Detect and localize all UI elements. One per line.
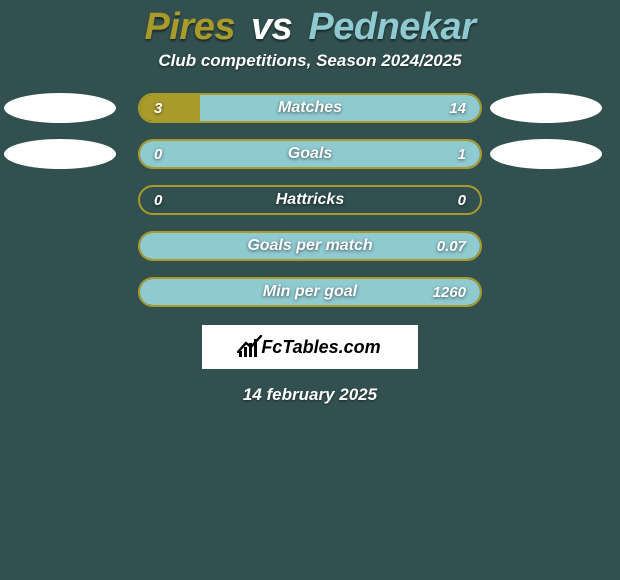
stat-bar: 3Matches14 [138, 93, 482, 123]
stat-label: Goals [140, 145, 480, 163]
stat-bar: Goals per match0.07 [138, 231, 482, 261]
team-ellipse-right [490, 139, 602, 169]
player1-name: Pires [145, 6, 235, 48]
stat-label: Goals per match [140, 237, 480, 255]
stat-label: Hattricks [140, 191, 480, 209]
player2-name: Pednekar [308, 6, 475, 48]
value-right: 1 [458, 146, 466, 163]
stat-bar: 0Hattricks0 [138, 185, 482, 215]
value-right: 0 [458, 192, 466, 209]
value-right: 0.07 [437, 238, 466, 255]
team-ellipse-left [4, 93, 116, 123]
stat-row: Min per goal1260 [0, 277, 620, 307]
stat-bar: 0Goals1 [138, 139, 482, 169]
subtitle: Club competitions, Season 2024/2025 [158, 51, 461, 71]
chart-icon [239, 337, 257, 357]
date-text: 14 february 2025 [243, 385, 377, 405]
stat-label: Matches [140, 99, 480, 117]
team-ellipse-right [490, 93, 602, 123]
logo-box: FcTables.com [202, 325, 418, 369]
stat-rows: 3Matches140Goals10Hattricks0Goals per ma… [0, 93, 620, 307]
stat-row: 0Hattricks0 [0, 185, 620, 215]
stat-bar: Min per goal1260 [138, 277, 482, 307]
stat-row: 0Goals1 [0, 139, 620, 169]
value-right: 14 [449, 100, 466, 117]
team-ellipse-left [4, 139, 116, 169]
stat-row: 3Matches14 [0, 93, 620, 123]
value-right: 1260 [433, 284, 466, 301]
vs-text: vs [251, 6, 292, 48]
stat-label: Min per goal [140, 283, 480, 301]
page-title: Pires vs Pednekar [145, 6, 476, 49]
comparison-infographic: Pires vs Pednekar Club competitions, Sea… [0, 0, 620, 405]
logo-text: FcTables.com [261, 337, 380, 358]
stat-row: Goals per match0.07 [0, 231, 620, 261]
